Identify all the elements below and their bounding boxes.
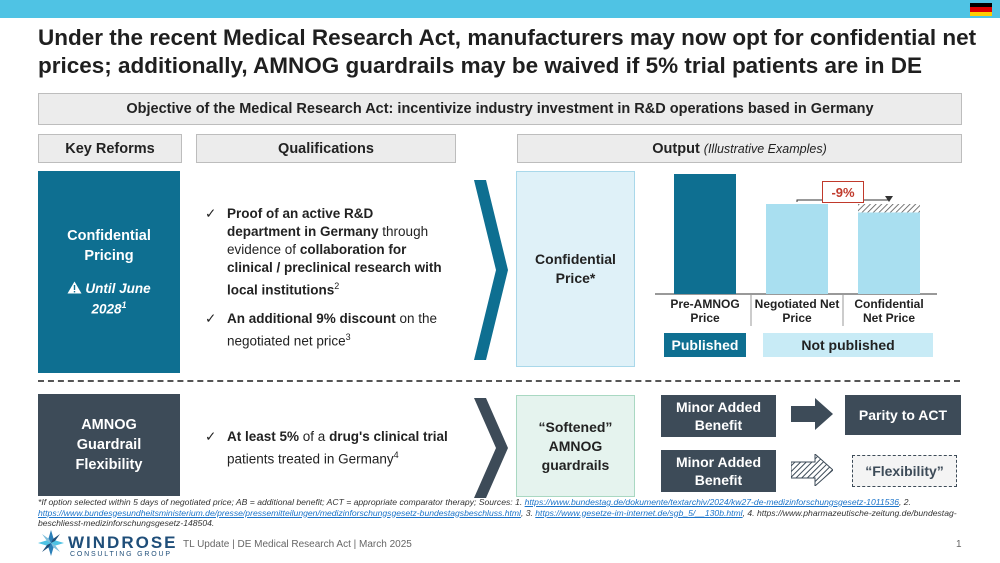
source-link-1[interactable]: https://www.bundestag.de/dokumente/texta… (524, 497, 899, 507)
objective-banner: Objective of the Medical Research Act: i… (38, 93, 962, 125)
footnote-text1: *If option selected within 5 days of neg… (38, 497, 525, 507)
chart-bar (766, 204, 828, 294)
out2-line1: “Softened” (538, 418, 613, 435)
qual1-a-rest: through evidence of (227, 224, 429, 257)
qualification-item: ✓ An additional 9% discount on the negot… (205, 310, 450, 351)
qual2-a-bold: At least 5% (227, 429, 300, 444)
slide-footer: TL Update | DE Medical Research Act | Ma… (183, 539, 412, 550)
arrow-right-icon (791, 398, 833, 430)
top-accent-bar (0, 0, 1000, 18)
until-footnote-ref: 1 (121, 300, 127, 311)
qual2-a-bold2: drug's clinical trial (329, 429, 448, 444)
qual1-b-rest: on the negotiated net price (227, 310, 438, 349)
checkmark-icon: ✓ (205, 310, 217, 326)
minor-added-benefit-box: Minor Added Benefit (661, 395, 776, 437)
footnote-text4: , 4. https://www.pharmazeutische-zeitung… (38, 507, 957, 529)
footnote-text3: , 3. (520, 507, 536, 518)
out1-line1: Confidential (535, 251, 616, 267)
qual1-a-bold: Proof of an active R&D department in Ger… (227, 206, 379, 239)
output-confidential-price: Confidential Price* (516, 171, 635, 367)
published-label: Published (664, 333, 746, 357)
qualification-item: ✓ At least 5% of a drug's clinical trial… (205, 428, 453, 469)
reform1-line1: Confidential (67, 228, 151, 245)
until-line1: Until June (85, 281, 151, 297)
source-link-3[interactable]: https://www.gesetze-im-internet.de/sgb_5… (535, 507, 743, 518)
chart-category-label: Pre-AMNOG (670, 297, 739, 311)
reform-amnog-guardrail-flexibility: AMNOG Guardrail Flexibility (38, 394, 180, 496)
warning-icon (67, 281, 82, 294)
qualification-item: ✓ Proof of an active R&D department in G… (205, 205, 450, 300)
reform2-line3: Flexibility (75, 457, 143, 473)
parity-to-act-box: Parity to ACT (845, 395, 961, 435)
qual1-b-bold: An additional 9% discount (227, 310, 396, 326)
windrose-logo-icon (38, 530, 64, 556)
chevron-right-icon (474, 398, 508, 498)
output-header: Output (Illustrative Examples) (517, 134, 962, 163)
qualifications-header: Qualifications (196, 134, 456, 163)
chart-category-label: Net Price (863, 311, 915, 325)
chart-category-label: Price (690, 311, 720, 325)
output-header-label: Output (652, 140, 700, 157)
flexibility-box: “Flexibility” (852, 455, 957, 487)
checkmark-icon: ✓ (205, 206, 217, 221)
not-published-label: Not published (763, 333, 933, 357)
out2-line3: guardrails (541, 456, 610, 473)
qual1-b-ref: 3 (345, 331, 351, 342)
source-link-2[interactable]: https://www.bundesgesundheitsministerium… (38, 507, 521, 518)
reform2-line2: Guardrail (76, 437, 142, 453)
until-june-note: Until June 20281 (67, 280, 151, 318)
minor-added-benefit-box: Minor Added Benefit (661, 450, 776, 492)
reform1-line2: Pricing (84, 248, 134, 265)
qual2-a-rest2: patients treated in Germany (227, 451, 394, 467)
output-header-note: (Illustrative Examples) (703, 141, 827, 156)
company-logo-subtext: CONSULTING GROUP (70, 551, 172, 558)
company-logo-text: WINDROSE (68, 533, 178, 552)
qual2-a-ref: 4 (393, 450, 399, 460)
chart-bar (674, 174, 736, 294)
key-reforms-header: Key Reforms (38, 134, 182, 163)
chevron-right-icon (474, 180, 508, 360)
qual1-a-ref: 2 (334, 281, 340, 291)
section-divider (38, 380, 960, 382)
until-line2: 2028 (91, 301, 122, 317)
chart-category-label: Confidential (854, 297, 923, 311)
chart-discount-hatch (858, 204, 920, 213)
arrow-right-dashed-icon (791, 454, 833, 486)
qual2-a-rest1: of a (299, 429, 330, 444)
chart-category-label: Negotiated Net (755, 297, 840, 311)
out1-line2: Price* (555, 270, 596, 286)
footnote: *If option selected within 5 days of neg… (38, 497, 968, 529)
qualifications-amnog-flexibility: ✓ At least 5% of a drug's clinical trial… (205, 428, 453, 479)
discount-annotation: -9% (822, 181, 864, 203)
slide-title: Under the recent Medical Research Act, m… (38, 25, 977, 78)
germany-flag-icon (970, 3, 992, 16)
chart-arrow-head (885, 196, 893, 202)
chart-category-label: Price (782, 311, 812, 325)
reform-confidential-pricing: Confidential Pricing Until June 20281 (38, 171, 180, 373)
checkmark-icon: ✓ (205, 429, 217, 444)
qualifications-confidential-pricing: ✓ Proof of an active R&D department in G… (205, 205, 450, 360)
out2-line2: AMNOG (548, 437, 603, 454)
qual1-a-bold2: collaboration for clinical / preclinical… (227, 242, 442, 298)
output-softened-amnog: “Softened” AMNOG guardrails (516, 395, 635, 497)
chart-bar (858, 212, 920, 294)
reform2-line1: AMNOG (81, 417, 137, 433)
page-number: 1 (956, 539, 962, 550)
footnote-text2: , 2. (899, 497, 911, 507)
